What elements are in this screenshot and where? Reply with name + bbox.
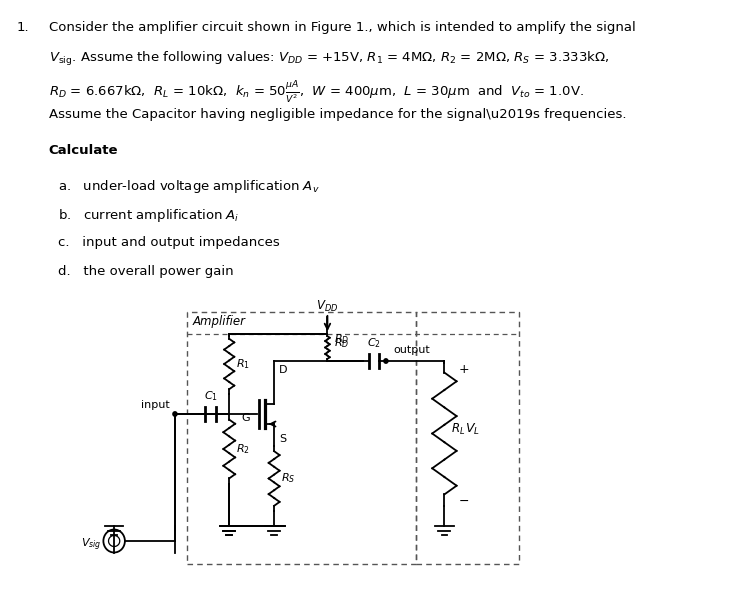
Circle shape (173, 412, 177, 416)
Text: $R_S$: $R_S$ (281, 472, 295, 485)
Text: $V_{DD}$: $V_{DD}$ (316, 299, 338, 314)
Text: d.   the overall power gain: d. the overall power gain (58, 265, 234, 278)
Text: $V_{\rm sig}$. Assume the following values: $V_{DD}$ = +15V, $R_1$ = 4M$\Omega$,: $V_{\rm sig}$. Assume the following valu… (49, 50, 609, 68)
Text: input: input (140, 400, 170, 410)
Text: $R_D$ = 6.667k$\Omega$,  $R_L$ = 10k$\Omega$,  $k_n$ = 50$\frac{\mu A}{V^2}$,  $: $R_D$ = 6.667k$\Omega$, $R_L$ = 10k$\Ome… (49, 79, 583, 105)
Text: $V_{sig}$: $V_{sig}$ (81, 537, 101, 553)
Text: $V_L$: $V_L$ (465, 422, 480, 437)
Text: Amplifier: Amplifier (193, 315, 246, 328)
Text: $R_2$: $R_2$ (236, 442, 249, 456)
Text: Calculate: Calculate (49, 144, 118, 157)
Bar (187, 312, 416, 564)
Text: D: D (279, 365, 288, 375)
Text: +: + (459, 362, 469, 376)
Text: $R_1$: $R_1$ (236, 357, 249, 371)
Text: $R_L$: $R_L$ (451, 422, 465, 437)
Text: S: S (279, 434, 286, 444)
Text: a.   under-load voltage amplification $A_v$: a. under-load voltage amplification $A_v… (58, 178, 320, 195)
Text: −: − (459, 495, 469, 508)
Text: $R_D$: $R_D$ (334, 333, 350, 346)
Text: $C_2$: $C_2$ (368, 336, 381, 350)
Text: 1.: 1. (17, 21, 29, 34)
Text: output: output (394, 345, 430, 355)
Text: $C_1$: $C_1$ (203, 389, 217, 403)
Text: b.   current amplification $A_i$: b. current amplification $A_i$ (58, 207, 240, 224)
Text: Consider the amplifier circuit shown in Figure 1., which is intended to amplify : Consider the amplifier circuit shown in … (49, 21, 636, 34)
Text: Assume the Capacitor having negligible impedance for the signal\u2019s frequenci: Assume the Capacitor having negligible i… (49, 108, 626, 121)
Text: G: G (241, 413, 249, 423)
Bar (416, 312, 519, 564)
Circle shape (384, 359, 388, 363)
Text: c.   input and output impedances: c. input and output impedances (58, 236, 280, 249)
Text: $R_D$: $R_D$ (334, 336, 350, 351)
